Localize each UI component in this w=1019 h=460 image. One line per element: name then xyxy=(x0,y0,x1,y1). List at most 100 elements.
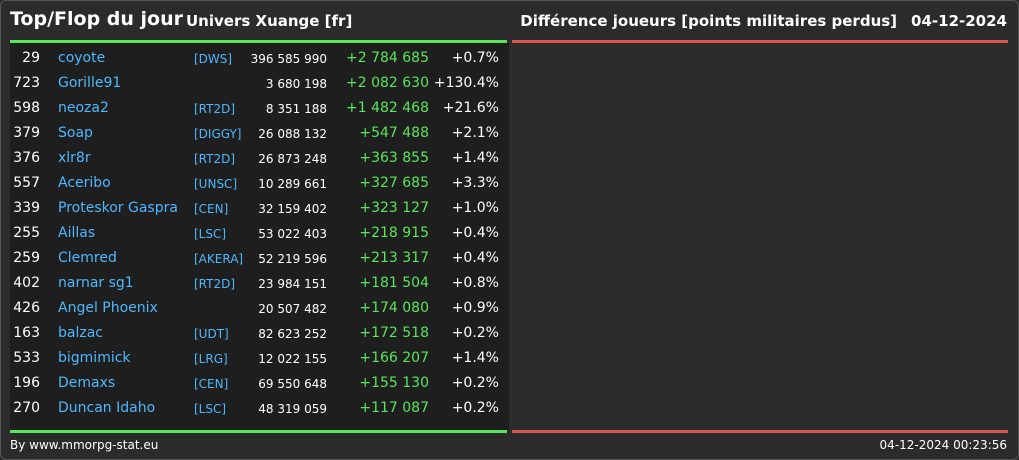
player-name-link[interactable]: xlr8r xyxy=(58,150,91,166)
table-row: 163 balzac [UDT] 82 623 252 +172 518 +0.2% xyxy=(10,322,509,347)
percent-change: +0.7% xyxy=(451,50,499,66)
percent-change: +0.2% xyxy=(451,400,499,416)
player-name-link[interactable]: neoza2 xyxy=(58,100,109,116)
player-points: 12 022 155 xyxy=(258,352,327,366)
player-rank: 259 xyxy=(13,250,40,266)
points-difference: +547 488 xyxy=(359,125,429,141)
alliance-tag-link[interactable]: [DWS] xyxy=(194,52,233,66)
percent-change: +1.0% xyxy=(451,200,499,216)
player-points: 48 319 059 xyxy=(258,402,327,416)
alliance-tag-link[interactable]: [RT2D] xyxy=(194,102,236,116)
table-row: 29 coyote [DWS] 396 585 990 +2 784 685 +0.7% xyxy=(10,47,509,72)
percent-change: +130.4% xyxy=(433,75,499,91)
points-difference: +363 855 xyxy=(359,150,429,166)
points-difference: +174 080 xyxy=(359,300,429,316)
header-right: Différence joueurs [points militaires pe… xyxy=(520,12,1007,30)
player-points: 23 984 151 xyxy=(258,277,327,291)
player-points: 32 159 402 xyxy=(258,202,327,216)
player-points: 8 351 188 xyxy=(265,102,327,116)
player-points: 3 680 198 xyxy=(265,77,327,91)
percent-change: +0.8% xyxy=(451,275,499,291)
table-row: 426 Angel Phoenix 20 507 482 +174 080 +0.9% xyxy=(10,297,509,322)
player-rank: 163 xyxy=(13,325,40,341)
player-rank: 598 xyxy=(13,100,40,116)
table-row: 255 Aillas [LSC] 53 022 403 +218 915 +0.4% xyxy=(10,222,509,247)
player-name-link[interactable]: Gorille91 xyxy=(58,75,122,91)
table-row: 402 narnar sg1 [RT2D] 23 984 151 +181 504 +0.… xyxy=(10,272,509,297)
player-name-link[interactable]: Soap xyxy=(58,125,93,141)
player-points: 26 088 132 xyxy=(258,127,327,141)
percent-change: +3.3% xyxy=(451,175,499,191)
flop-divider-red xyxy=(512,40,1008,43)
top-divider-green xyxy=(10,40,507,43)
player-name-link[interactable]: Aillas xyxy=(58,225,96,241)
player-points: 69 550 648 xyxy=(258,377,327,391)
table-row: 379 Soap [DIGGY] 26 088 132 +547 488 +2.1% xyxy=(10,122,509,147)
player-name-link[interactable]: Demaxs xyxy=(58,375,116,391)
player-points: 82 623 252 xyxy=(258,327,327,341)
player-name-link[interactable]: balzac xyxy=(58,325,103,341)
player-name-link[interactable]: Angel Phoenix xyxy=(58,300,158,316)
player-name-link[interactable]: bigmimick xyxy=(58,350,131,366)
page-title: Top/Flop du jour xyxy=(10,8,183,30)
player-name-link[interactable]: narnar sg1 xyxy=(58,275,134,291)
footer-timestamp: 04-12-2024 00:23:56 xyxy=(879,438,1007,452)
points-difference: +327 685 xyxy=(359,175,429,191)
player-rank: 557 xyxy=(13,175,40,191)
player-points: 52 219 596 xyxy=(258,252,327,266)
alliance-tag-link[interactable]: [LSC] xyxy=(194,402,227,416)
points-difference: +172 518 xyxy=(359,325,429,341)
player-name-link[interactable]: Duncan Idaho xyxy=(58,400,156,416)
points-difference: +2 784 685 xyxy=(346,50,429,66)
percent-change: +1.4% xyxy=(451,150,499,166)
player-name-link[interactable]: coyote xyxy=(58,50,106,66)
alliance-tag-link[interactable]: [LRG] xyxy=(194,352,228,366)
points-difference: +2 082 630 xyxy=(346,75,429,91)
alliance-tag-link[interactable]: [LSC] xyxy=(194,227,227,241)
alliance-tag-link[interactable]: [UNSC] xyxy=(194,177,238,191)
table-row: 339 Proteskor Gaspra [CEN] 32 159 402 +323 1… xyxy=(10,197,509,222)
player-rank: 270 xyxy=(13,400,40,416)
table-row: 533 bigmimick [LRG] 12 022 155 +166 207 +1.4% xyxy=(10,347,509,372)
alliance-tag-link[interactable]: [CEN] xyxy=(194,202,229,216)
percent-change: +0.2% xyxy=(451,375,499,391)
player-rank: 29 xyxy=(22,50,40,66)
header-date: 04-12-2024 xyxy=(911,12,1007,30)
table-row: 557 Aceribo [UNSC] 10 289 661 +327 685 +3.3% xyxy=(10,172,509,197)
player-points: 10 289 661 xyxy=(258,177,327,191)
alliance-tag-link[interactable]: [RT2D] xyxy=(194,277,236,291)
metric-label: Différence joueurs [points militaires pe… xyxy=(520,12,898,30)
player-points: 396 585 990 xyxy=(250,52,327,66)
player-rank: 533 xyxy=(13,350,40,366)
alliance-tag-link[interactable]: [UDT] xyxy=(194,327,229,341)
player-rank: 339 xyxy=(13,200,40,216)
percent-change: +0.9% xyxy=(451,300,499,316)
points-difference: +323 127 xyxy=(359,200,429,216)
player-points: 26 873 248 xyxy=(258,152,327,166)
percent-change: +1.4% xyxy=(451,350,499,366)
player-rank: 379 xyxy=(13,125,40,141)
percent-change: +0.4% xyxy=(451,250,499,266)
table-row: 196 Demaxs [CEN] 69 550 648 +155 130 +0.2% xyxy=(10,372,509,397)
player-name-link[interactable]: Proteskor Gaspra xyxy=(58,200,178,216)
alliance-tag-link[interactable]: [AKERA] xyxy=(194,252,244,266)
player-rank: 723 xyxy=(13,75,40,91)
table-row: 723 Gorille91 3 680 198 +2 082 630 +130.4% xyxy=(10,72,509,97)
player-rank: 402 xyxy=(13,275,40,291)
percent-change: +2.1% xyxy=(451,125,499,141)
credit-link[interactable]: By www.mmorpg-stat.eu xyxy=(10,438,159,452)
player-name-link[interactable]: Clemred xyxy=(58,250,117,266)
alliance-tag-link[interactable]: [CEN] xyxy=(194,377,229,391)
table-row: 259 Clemred [AKERA] 52 219 596 +213 317 +0.4% xyxy=(10,247,509,272)
percent-change: +0.2% xyxy=(451,325,499,341)
points-difference: +1 482 468 xyxy=(346,100,429,116)
flop-players-panel xyxy=(512,43,1008,430)
panel-separator xyxy=(509,43,512,430)
bottom-divider-red xyxy=(512,430,1008,433)
player-points: 53 022 403 xyxy=(258,227,327,241)
player-points: 20 507 482 xyxy=(258,302,327,316)
player-name-link[interactable]: Aceribo xyxy=(58,175,111,191)
alliance-tag-link[interactable]: [RT2D] xyxy=(194,152,236,166)
alliance-tag-link[interactable]: [DIGGY] xyxy=(194,127,242,141)
player-rank: 255 xyxy=(13,225,40,241)
